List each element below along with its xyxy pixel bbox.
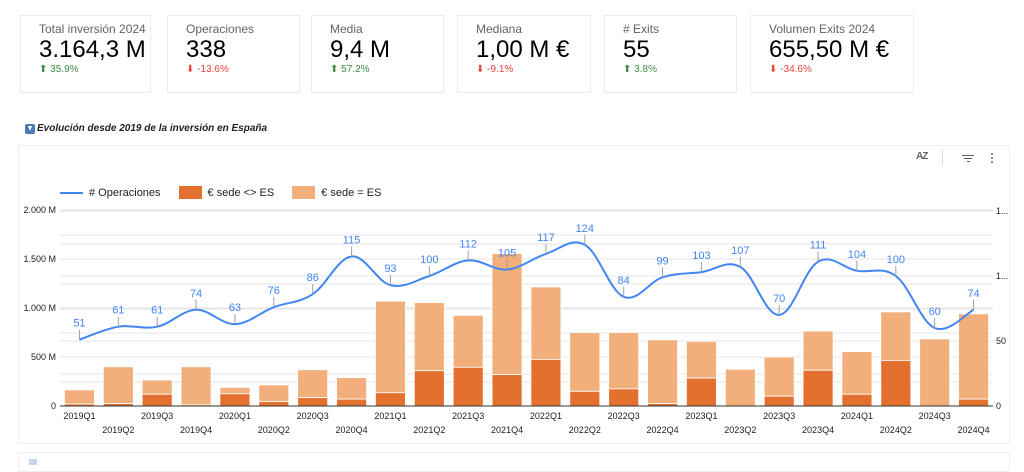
chart-legend: # Operaciones € sede <> ES € sede = ES — [60, 186, 399, 199]
kpi-label: Total inversión 2024 — [39, 22, 146, 36]
arrow-down-icon: ⬇ — [769, 64, 778, 75]
legend-label: # Operaciones — [89, 186, 161, 199]
kpi-label: Mediana — [476, 22, 523, 36]
kpi-card-media: Media 9,4 M ⬆ 57.2% — [311, 15, 444, 93]
panel-icon — [29, 459, 37, 465]
kpi-label: Media — [330, 22, 363, 36]
legend-label: € sede <> ES — [207, 186, 275, 199]
kpi-delta: ⬇ -34.6% — [769, 64, 812, 75]
kpi-delta: ⬆ 3.8% — [623, 64, 657, 75]
section-title: Evolución desde 2019 de la inversión en … — [25, 123, 267, 134]
toolbar-divider — [942, 149, 943, 165]
kpi-value: 3.164,3 M — [39, 36, 146, 63]
kpi-delta: ⬇ -13.6% — [186, 64, 229, 75]
kpi-card-volumen-exits: Volumen Exits 2024 655,50 M € ⬇ -34.6% — [750, 15, 914, 93]
kpi-value: 55 — [623, 36, 650, 63]
more-vert-icon[interactable] — [991, 153, 994, 167]
kpi-value: 338 — [186, 36, 227, 63]
kpi-delta: ⬆ 57.2% — [330, 64, 370, 75]
kpi-label: Volumen Exits 2024 — [769, 22, 876, 36]
arrow-down-icon: ⬇ — [476, 64, 485, 75]
arrow-down-icon: ⬇ — [186, 64, 195, 75]
arrow-up-icon: ⬆ — [39, 64, 48, 75]
filter-icon[interactable] — [962, 155, 974, 169]
kpi-delta: ⬇ -9.1% — [476, 64, 514, 75]
kpi-label: # Exits — [623, 22, 660, 36]
kpi-card-total-inversion: Total inversión 2024 3.164,3 M ⬆ 35.9% — [20, 15, 151, 93]
legend-line-swatch — [60, 191, 83, 194]
section-title-text: Evolución desde 2019 de la inversión en … — [37, 123, 268, 134]
kpi-value: 1,00 M € — [476, 36, 570, 63]
legend-label: € sede = ES — [321, 186, 382, 199]
kpi-label: Operaciones — [186, 22, 255, 36]
legend-box-swatch — [178, 186, 202, 199]
next-panel — [18, 452, 1010, 472]
kpi-value: 655,50 M € — [769, 36, 890, 63]
kpi-value: 9,4 M — [330, 36, 391, 63]
arrow-up-icon: ⬆ — [623, 64, 632, 75]
legend-item-operaciones[interactable]: # Operaciones — [60, 187, 161, 199]
legend-box-swatch — [292, 186, 316, 199]
legend-item-sede-es[interactable]: € sede = ES — [292, 186, 381, 199]
legend-item-sede-diff[interactable]: € sede <> ES — [178, 186, 275, 199]
download-icon[interactable] — [25, 123, 35, 134]
kpi-card-mediana: Mediana 1,00 M € ⬇ -9.1% — [457, 15, 591, 93]
sort-az-icon[interactable]: AZ — [916, 151, 928, 162]
arrow-up-icon: ⬆ — [330, 64, 339, 75]
kpi-card-operaciones: Operaciones 338 ⬇ -13.6% — [167, 15, 300, 93]
kpi-card-exits: # Exits 55 ⬆ 3.8% — [604, 15, 737, 93]
kpi-delta: ⬆ 35.9% — [39, 64, 79, 75]
